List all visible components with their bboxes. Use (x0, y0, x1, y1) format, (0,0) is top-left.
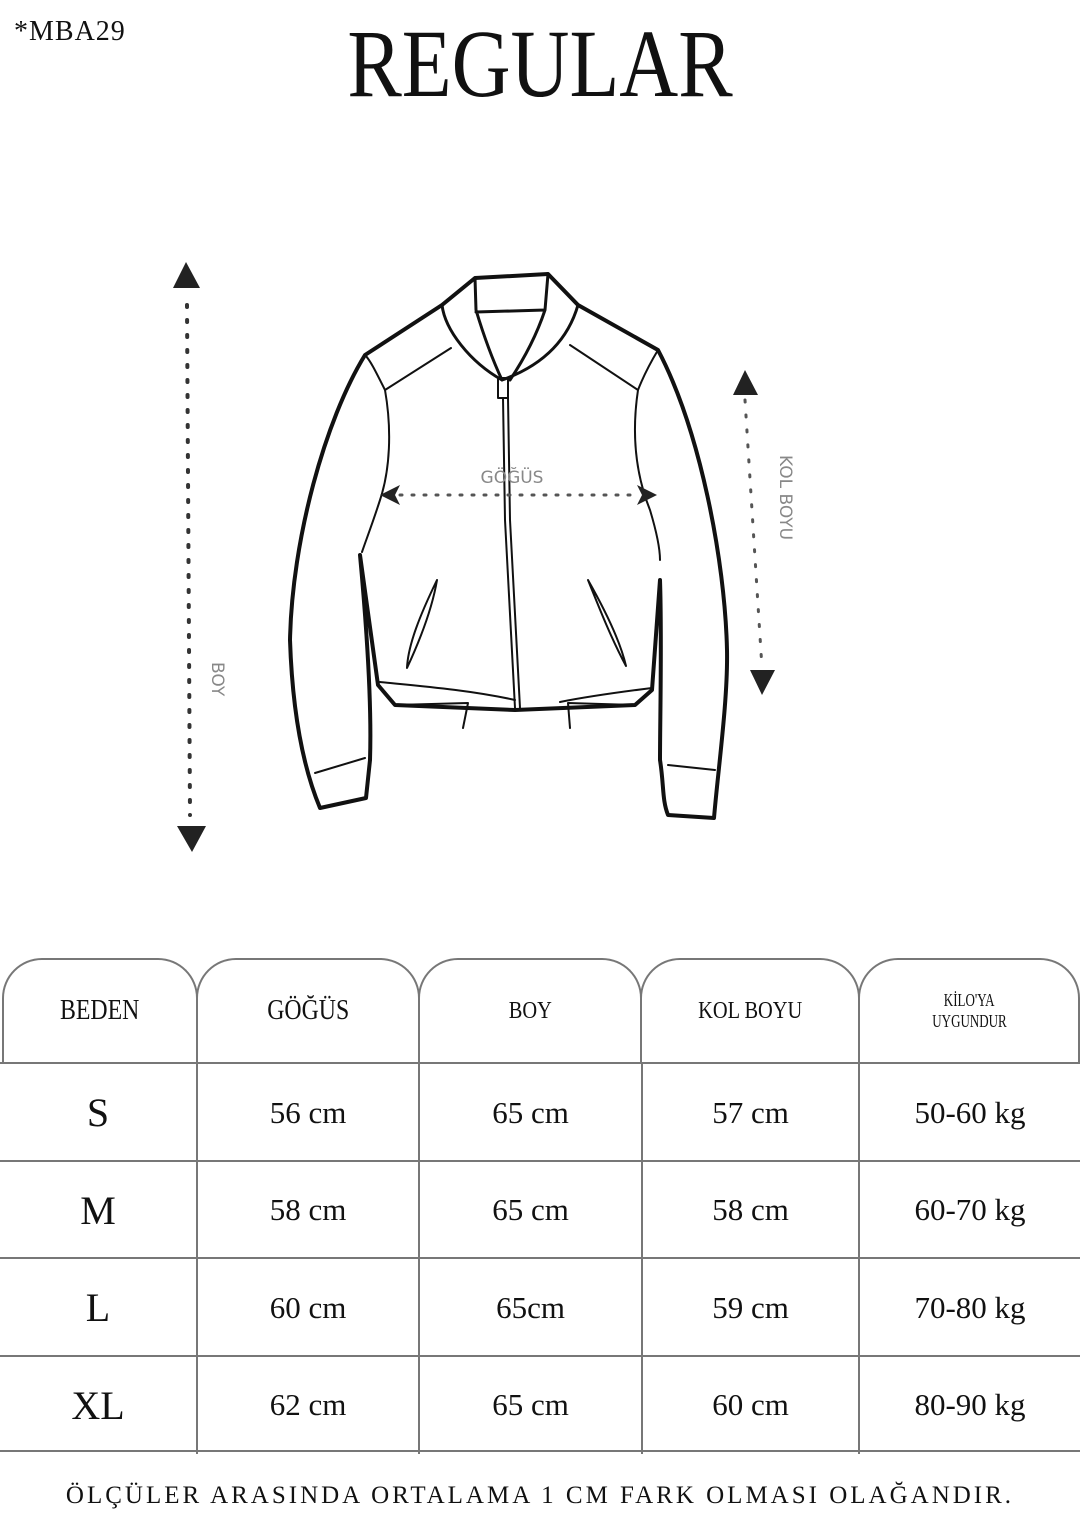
chest-label: GÖĞÜS (481, 466, 544, 488)
product-code: *MBA29 (14, 16, 126, 47)
cell-sleeve: 59 cm (641, 1259, 858, 1356)
cell-sleeve: 57 cm (641, 1064, 858, 1161)
sleeve-arrow (733, 370, 775, 695)
cell-size: XL (71, 1382, 125, 1428)
cell-weight: 60-70 kg (858, 1161, 1080, 1259)
jacket-outline (288, 272, 730, 820)
header-weight: KİLO'YA UYGUNDUR (858, 958, 1080, 1062)
cell-size: M (80, 1187, 116, 1233)
cell-length: 65cm (418, 1259, 641, 1356)
cell-length: 65 cm (418, 1161, 641, 1259)
length-label: BOY (207, 662, 227, 697)
cell-length: 65 cm (418, 1356, 641, 1454)
cell-size: L (85, 1285, 111, 1330)
header-size: BEDEN (2, 958, 198, 1062)
cell-weight: 50-60 kg (858, 1064, 1080, 1161)
cell-weight: 70-80 kg (858, 1259, 1080, 1356)
cell-sleeve: 58 cm (641, 1161, 858, 1259)
chest-arrow (380, 485, 657, 505)
cell-chest: 58 cm (196, 1161, 418, 1259)
footnote: ÖLÇÜLER ARASINDA ORTALAMA 1 CM FARK OLMA… (65, 1482, 1015, 1509)
header-sleeve: KOL BOYU (640, 958, 860, 1062)
table-row: M 58 cm 65 cm 58 cm 60-70 kg (0, 1159, 1080, 1259)
header-length: BOY (418, 958, 642, 1062)
cell-weight: 80-90 kg (858, 1356, 1080, 1454)
cell-size: S (86, 1090, 110, 1135)
jacket-diagram: BOY GÖĞÜS KOL BOYU (173, 262, 795, 852)
cell-chest: 62 cm (196, 1356, 418, 1454)
cell-chest: 60 cm (196, 1259, 418, 1356)
cell-chest: 56 cm (196, 1064, 418, 1161)
header-chest: GÖĞÜS (196, 958, 420, 1062)
table-row: L 60 cm 65cm 59 cm 70-80 kg (0, 1257, 1080, 1356)
table-row: S 56 cm 65 cm 57 cm 50-60 kg (0, 1062, 1080, 1161)
sleeve-label: KOL BOYU (775, 455, 795, 540)
length-arrow (173, 262, 206, 852)
fit-title: REGULAR (347, 10, 733, 117)
table-row: XL 62 cm 65 cm 60 cm 80-90 kg (0, 1354, 1080, 1454)
cell-length: 65 cm (418, 1064, 641, 1161)
cell-sleeve: 60 cm (641, 1356, 858, 1454)
table-bottom-border (0, 1450, 1080, 1452)
